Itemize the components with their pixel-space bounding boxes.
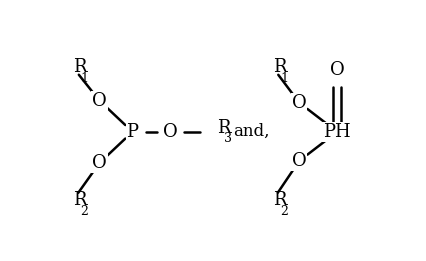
Text: and,: and, xyxy=(233,123,270,140)
Text: O: O xyxy=(330,61,345,79)
Text: PH: PH xyxy=(323,123,351,141)
Text: 2: 2 xyxy=(81,205,88,218)
Text: 3: 3 xyxy=(224,132,232,145)
Text: O: O xyxy=(292,94,307,112)
Text: O: O xyxy=(92,154,107,172)
Text: R: R xyxy=(273,58,286,76)
Text: 1: 1 xyxy=(81,72,88,85)
Text: 2: 2 xyxy=(280,205,288,218)
Text: R: R xyxy=(73,58,86,76)
Text: R: R xyxy=(217,119,230,137)
Text: O: O xyxy=(163,123,178,141)
Text: P: P xyxy=(127,123,138,141)
Text: 1: 1 xyxy=(280,72,288,85)
Text: O: O xyxy=(292,152,307,170)
Text: R: R xyxy=(273,191,286,209)
Text: O: O xyxy=(92,92,107,110)
Text: R: R xyxy=(73,191,86,209)
